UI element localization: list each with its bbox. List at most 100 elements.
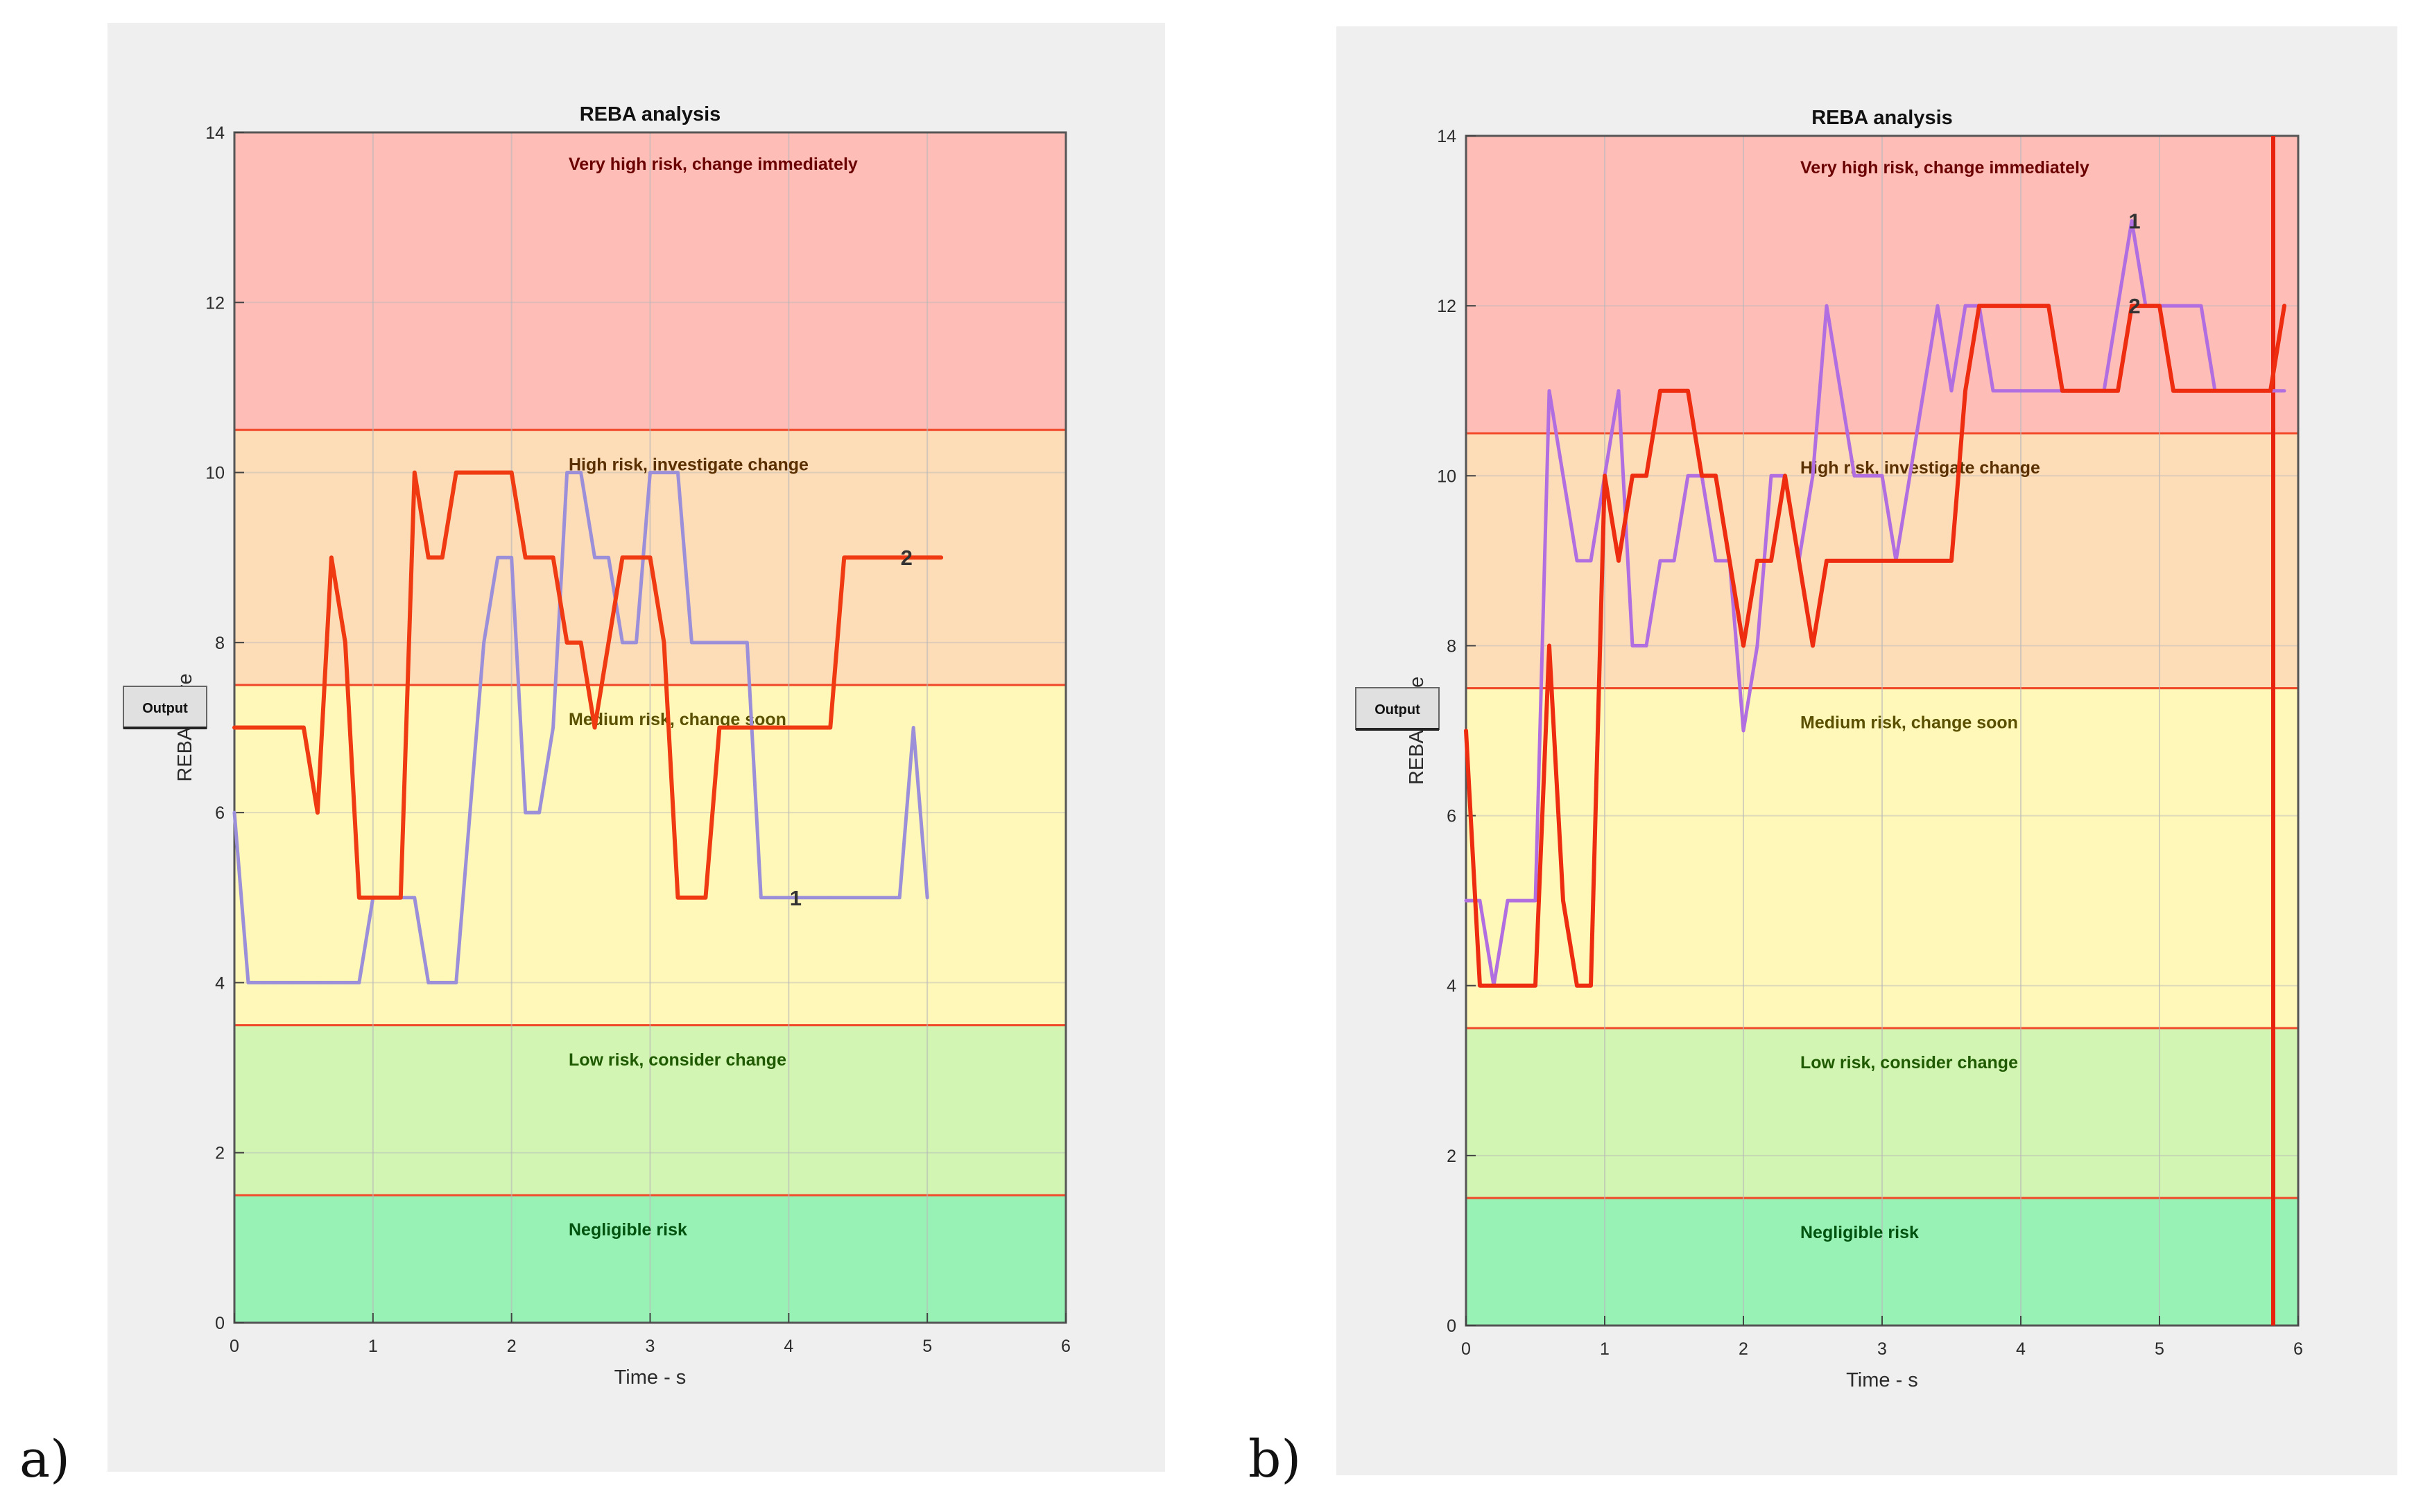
series-point-1 [510, 556, 513, 559]
series-point-1 [829, 896, 831, 899]
series-point-1 [1645, 644, 1648, 647]
series-point-1 [1950, 390, 1953, 392]
series-point-2 [1673, 390, 1675, 392]
series-point-1 [316, 981, 319, 984]
series-point-1 [497, 556, 499, 559]
series-point-2 [1548, 644, 1551, 647]
output-button[interactable]: Output [123, 686, 207, 729]
series-point-1 [1631, 644, 1634, 647]
series-point-1 [288, 981, 291, 984]
series-point-2 [1922, 559, 1925, 562]
series-point-1 [233, 811, 236, 814]
output-button[interactable]: Output [1355, 687, 1440, 731]
y-tick-label: 0 [1447, 1317, 1456, 1336]
series-point-2 [469, 471, 472, 474]
series-point-1 [2116, 304, 2119, 307]
series-point-2 [372, 896, 374, 899]
y-tick-label: 10 [205, 464, 225, 483]
series-point-2 [2006, 304, 2008, 307]
series-point-2 [2269, 390, 2272, 392]
series-point-2 [413, 471, 416, 474]
series-point-1 [649, 471, 651, 474]
series-point-2 [607, 641, 610, 644]
series-line-2 [232, 470, 944, 900]
panel-tag: b) [1248, 1430, 1301, 1489]
series-point-2 [288, 727, 291, 729]
zone-label: Negligible risk [1800, 1223, 1919, 1242]
series-point-1 [2033, 390, 2036, 392]
zone-label: Low risk, consider change [569, 1050, 786, 1070]
x-tick-label: 2 [1739, 1339, 1748, 1359]
series-point-1 [1867, 474, 1870, 477]
series-point-1 [732, 641, 734, 644]
series-point-2 [510, 471, 513, 474]
series-point-1 [1742, 729, 1745, 732]
series-point-1 [2283, 390, 2286, 392]
series-point-1 [1992, 390, 1994, 392]
series-point-2 [275, 727, 277, 729]
series-point-1 [483, 641, 485, 644]
panel-tag: a) [19, 1430, 70, 1489]
series-point-1 [1478, 899, 1481, 902]
series-point-2 [662, 641, 665, 644]
zone-label: Very high risk, change immediately [1800, 158, 2089, 177]
series-point-2 [538, 556, 541, 559]
y-tick-label: 12 [1437, 297, 1456, 316]
y-tick-label: 12 [205, 293, 225, 313]
series-point-2 [718, 727, 721, 729]
series-point-1 [275, 981, 277, 984]
series-point-1 [1548, 390, 1551, 392]
series-point-1 [1839, 390, 1842, 392]
series-point-1 [427, 981, 430, 984]
y-tick-label: 2 [1447, 1147, 1456, 1166]
series-point-2 [2241, 390, 2244, 392]
series-point-1 [2172, 304, 2175, 307]
series-point-2 [427, 556, 430, 559]
x-tick-label: 6 [2293, 1339, 2303, 1359]
series-point-2 [261, 727, 264, 729]
series-point-2 [745, 727, 748, 729]
series-point-2 [1728, 559, 1731, 562]
series-point-2 [552, 556, 555, 559]
series-point-1 [1506, 899, 1509, 902]
series-point-1 [912, 727, 915, 729]
y-tick-label: 4 [215, 973, 225, 993]
series-point-2 [2227, 390, 2230, 392]
x-axis-label: Time - s [1846, 1369, 1918, 1391]
series-point-1 [247, 981, 250, 984]
series-point-2 [344, 641, 347, 644]
y-tick-label: 14 [1437, 127, 1456, 146]
series-point-2 [1950, 559, 1953, 562]
series-label-1: 1 [2128, 209, 2140, 234]
series-point-2 [815, 727, 818, 729]
series-point-2 [455, 471, 458, 474]
series-point-2 [1881, 559, 1883, 562]
series-point-2 [787, 727, 790, 729]
series-point-2 [316, 811, 319, 814]
series-point-1 [455, 981, 458, 984]
series-point-2 [870, 556, 873, 559]
series-point-2 [1895, 559, 1897, 562]
panel-a: Very high risk, change immediately High r… [19, 23, 1165, 1489]
series-point-2 [704, 896, 707, 899]
x-axis-label: Time - s [614, 1366, 687, 1389]
series-point-1 [552, 727, 555, 729]
series-point-2 [690, 896, 693, 899]
x-tick-label: 4 [784, 1337, 793, 1356]
series-point-2 [1853, 559, 1856, 562]
series-point-2 [2214, 390, 2216, 392]
series-point-2 [2061, 390, 2064, 392]
series-point-1 [261, 981, 264, 984]
chart-title: REBA analysis [1811, 107, 1953, 129]
series-point-2 [1964, 390, 1967, 392]
series-point-2 [1603, 474, 1606, 477]
series-point-1 [690, 641, 693, 644]
x-tick-label: 6 [1061, 1337, 1071, 1356]
series-point-1 [344, 981, 347, 984]
series-point-1 [1576, 559, 1578, 562]
series-point-2 [441, 556, 444, 559]
series-point-1 [1659, 559, 1662, 562]
series-point-2 [649, 556, 651, 559]
series-point-2 [856, 556, 859, 559]
output-button-label: Output [142, 701, 188, 716]
